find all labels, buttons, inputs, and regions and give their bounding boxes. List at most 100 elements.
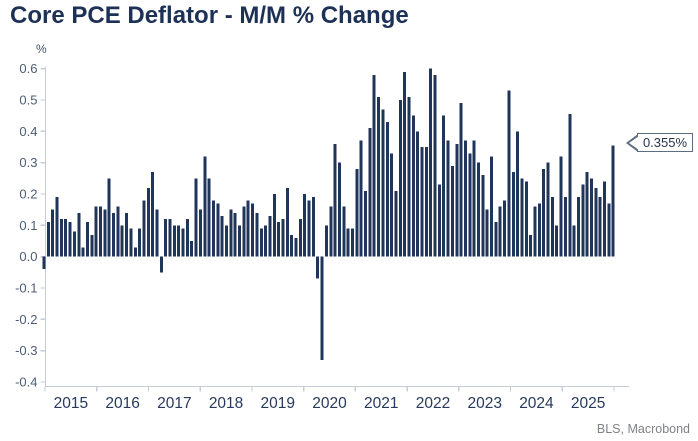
bar — [203, 156, 207, 257]
bar — [563, 197, 567, 257]
y-tick-label: 0.6 — [19, 61, 37, 76]
bar — [377, 96, 381, 257]
bar — [511, 172, 515, 257]
source-label: BLS, Macrobond — [596, 422, 690, 436]
bar — [103, 209, 107, 257]
bar — [133, 247, 137, 257]
bar — [498, 206, 502, 257]
bar — [72, 231, 76, 257]
bar — [142, 200, 146, 257]
bar — [220, 215, 224, 257]
bar — [259, 228, 263, 257]
bar — [572, 225, 576, 257]
bar — [585, 172, 589, 257]
bar — [433, 74, 437, 257]
bar — [81, 247, 85, 257]
bar — [520, 178, 524, 257]
x-tick-label: 2024 — [519, 395, 554, 412]
y-tick-label: 0.3 — [19, 155, 37, 170]
bar — [55, 197, 59, 257]
bar — [138, 228, 142, 257]
y-tick-label: 0.1 — [19, 218, 37, 233]
bar — [481, 175, 485, 257]
bar — [420, 147, 424, 257]
bar — [268, 215, 272, 257]
bar — [311, 197, 315, 257]
bar — [490, 156, 494, 257]
bar — [407, 96, 411, 257]
x-tick-label: 2021 — [364, 395, 398, 412]
bar — [285, 187, 289, 257]
bar — [346, 228, 350, 257]
bar — [172, 225, 176, 257]
bar — [503, 200, 507, 257]
bar — [385, 121, 389, 257]
bar — [181, 228, 185, 257]
x-tick-label: 2020 — [312, 395, 347, 412]
bar — [342, 206, 346, 257]
bar — [98, 206, 102, 257]
y-tick-label: -0.1 — [15, 281, 37, 296]
bar — [246, 200, 250, 257]
y-tick-label: 0.2 — [19, 187, 37, 202]
bar — [472, 140, 476, 257]
y-tick-label: -0.4 — [15, 375, 37, 390]
bar — [185, 219, 189, 257]
bar — [398, 100, 402, 257]
bar — [272, 194, 276, 257]
y-tick-label: 0.4 — [19, 124, 37, 139]
bar — [198, 209, 202, 257]
bar — [51, 209, 55, 257]
bar — [251, 203, 255, 257]
bar — [403, 71, 407, 257]
bar — [576, 197, 580, 257]
bar — [603, 181, 606, 257]
bar — [351, 228, 354, 257]
bar — [125, 212, 129, 257]
bar — [294, 237, 298, 257]
bar — [542, 168, 546, 257]
bar — [207, 178, 211, 257]
bar — [394, 190, 398, 257]
bar — [307, 200, 311, 257]
bar — [546, 162, 550, 257]
bar — [455, 143, 459, 257]
bar — [477, 162, 480, 257]
bar — [194, 178, 198, 257]
bar — [159, 256, 163, 273]
bar — [494, 222, 498, 257]
bar — [303, 194, 307, 257]
bar — [589, 178, 593, 257]
bar — [155, 209, 159, 257]
bar — [168, 219, 172, 257]
bar — [537, 203, 541, 257]
bar — [581, 184, 585, 257]
bar — [450, 165, 454, 257]
bar — [233, 212, 237, 257]
bar — [290, 234, 294, 257]
bar — [316, 256, 320, 279]
bar — [298, 219, 302, 257]
bar — [411, 115, 415, 257]
bar — [277, 222, 281, 257]
bar — [390, 153, 394, 257]
bar — [116, 206, 120, 257]
bar — [216, 203, 220, 257]
bar — [337, 162, 341, 257]
bar — [324, 225, 328, 257]
bar — [611, 145, 615, 257]
bar — [129, 228, 133, 257]
bar — [355, 168, 359, 257]
bar — [146, 187, 150, 257]
bar — [550, 197, 554, 257]
bar — [507, 90, 511, 257]
bar — [424, 147, 428, 257]
bar — [68, 222, 72, 257]
bar — [598, 197, 602, 257]
bar — [555, 225, 559, 257]
bar — [364, 190, 368, 257]
bar — [42, 256, 46, 270]
bar — [190, 241, 194, 257]
x-tick-label: 2022 — [416, 395, 450, 412]
